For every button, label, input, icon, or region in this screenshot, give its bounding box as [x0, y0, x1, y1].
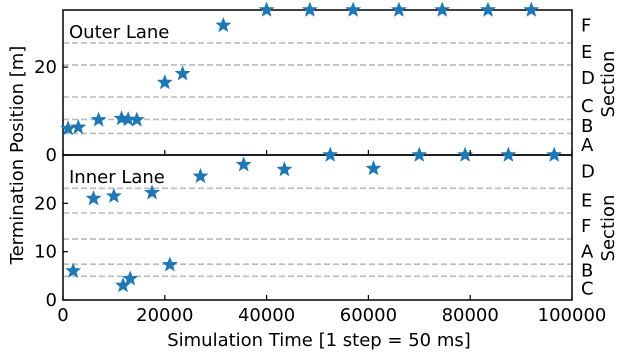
section-label: A [581, 242, 594, 263]
section-label: F [581, 15, 591, 36]
data-point [322, 146, 339, 162]
y-tick-label: 10 [34, 242, 57, 263]
x-tick-label: 0 [57, 305, 68, 326]
x-tick-label: 100000 [538, 305, 607, 326]
data-point [215, 17, 232, 33]
x-axis-ticks: 0 20000 40000 60000 80000 100000 [57, 150, 606, 326]
section-axis-label-outer: Section [598, 51, 618, 118]
section-label: D [581, 68, 595, 89]
panel-title: Inner Lane [69, 167, 165, 188]
y-axis-label: Termination Position [m] [7, 46, 28, 266]
data-point [161, 256, 178, 272]
data-point [500, 146, 517, 162]
section-label: E [581, 42, 592, 63]
section-label: E [581, 190, 592, 211]
data-point [365, 160, 382, 176]
x-tick-label: 40000 [238, 305, 295, 326]
section-axis-label-inner: Section [598, 195, 618, 262]
data-point [122, 270, 139, 286]
section-label: B [581, 261, 593, 282]
y-tick-label: 20 [34, 57, 57, 78]
section-label: C [581, 96, 594, 117]
data-point [174, 65, 191, 81]
y-tick-label: 0 [46, 145, 57, 166]
section-label: C [581, 278, 594, 299]
section-label: A [581, 135, 594, 156]
data-point [345, 1, 362, 17]
data-point [258, 1, 275, 17]
data-point [192, 167, 209, 184]
data-point [144, 184, 161, 200]
data-point [235, 156, 252, 172]
data-point [120, 111, 137, 127]
data-point [70, 118, 87, 135]
x-tick-label: 60000 [340, 305, 397, 326]
data-point [434, 1, 451, 17]
data-point [411, 146, 428, 162]
x-tick-label: 80000 [442, 305, 499, 326]
section-label: B [581, 116, 593, 137]
x-tick-label: 20000 [136, 305, 193, 326]
y-tick-label: 20 [34, 193, 57, 214]
plot-frame [62, 154, 573, 301]
data-point [523, 1, 540, 17]
data-point [65, 262, 82, 278]
data-point [480, 1, 496, 17]
data-point [105, 187, 122, 203]
data-point [85, 190, 102, 206]
x-axis-label: Simulation Time [1 step = 50 ms] [167, 330, 471, 351]
section-label: F [581, 216, 591, 237]
y-tick-label: 0 [46, 290, 57, 311]
data-point [301, 1, 318, 17]
data-point [156, 74, 173, 90]
data-point [276, 161, 293, 177]
data-point [391, 1, 407, 17]
section-label: D [581, 161, 595, 182]
data-point [128, 111, 145, 127]
panel-title: Outer Lane [69, 22, 169, 43]
data-point [546, 146, 563, 162]
data-point [90, 111, 107, 127]
